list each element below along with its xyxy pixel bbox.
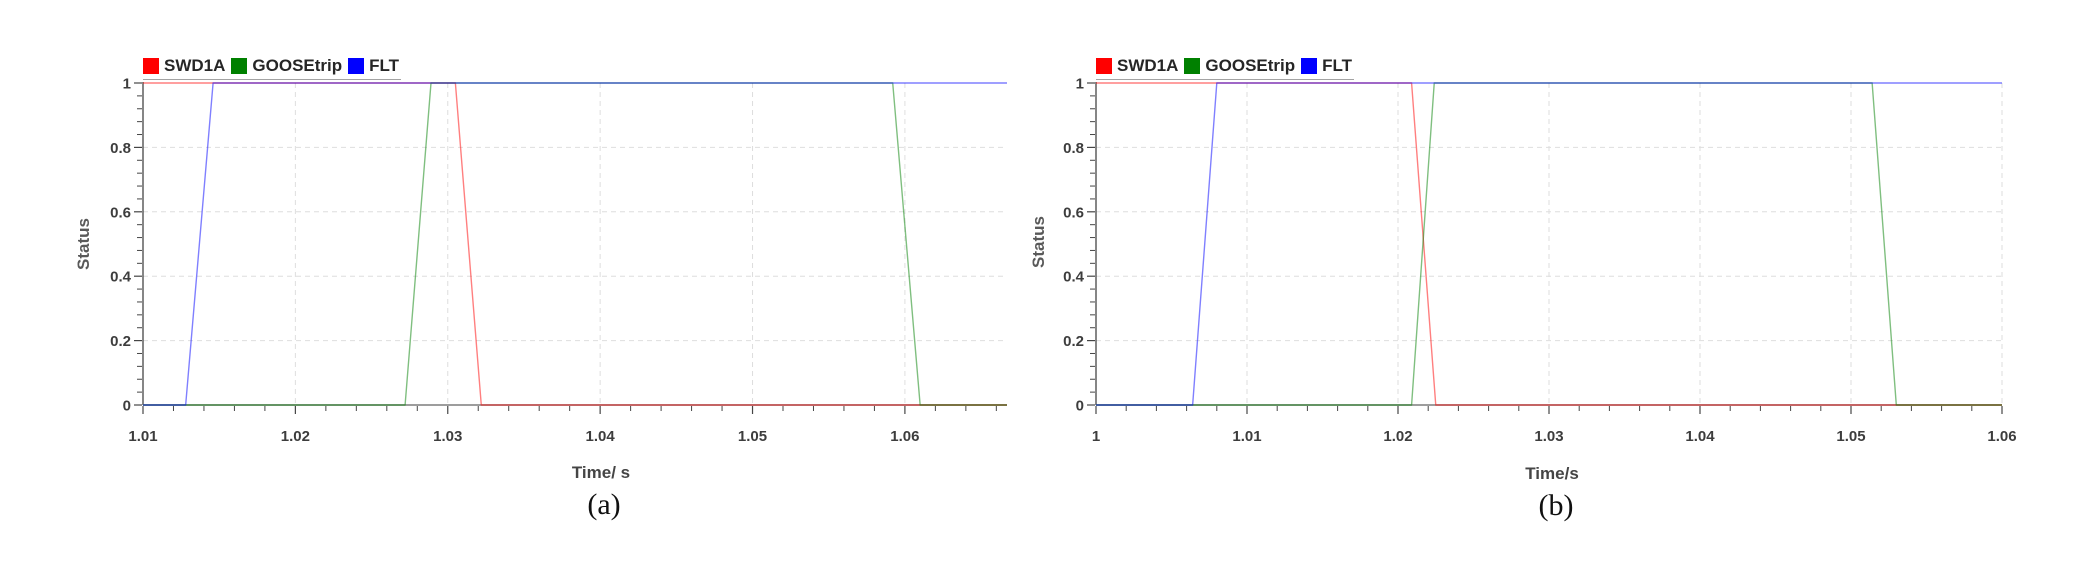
y-tick-label: 0.4 [110,269,132,286]
chart-b-x-axis-title: Time/s [1525,464,1579,483]
x-tick-label: 1.02 [1383,428,1412,445]
y-tick-label: 0.4 [1063,269,1085,286]
series-line-swd1a [1096,82,2002,406]
chart-a-y-axis-title: Status [74,218,93,270]
legend-item-goosetrip: GOOSEtrip [1184,56,1295,76]
series-line-flt [1096,82,2002,406]
x-tick-label: 1 [1092,428,1100,445]
x-tick-label: 1.03 [1534,428,1563,445]
series-line-swd1a [143,82,1007,406]
y-tick-label: 0 [123,398,131,415]
y-tick-label: 0 [1076,398,1084,415]
legend-swatch-swd1a [1096,58,1112,74]
legend-label-swd1a: SWD1A [164,56,226,75]
legend-item-swd1a: SWD1A [143,56,225,76]
series-line-flt [143,82,1007,406]
x-tick-label: 1.05 [1836,428,1865,445]
y-tick-label: 0.2 [1063,333,1084,350]
x-tick-label: 1.05 [738,428,767,445]
legend-label-swd1a: SWD1A [1117,56,1179,75]
chart-b-caption: (b) [1538,489,1574,522]
x-tick-label: 1.04 [1685,428,1715,445]
legend-label-goosetrip: GOOSEtrip [1205,56,1296,75]
legend-label-flt: FLT [1322,56,1353,75]
legend-item-goosetrip: GOOSEtrip [231,56,342,76]
legend-swatch-goosetrip [231,58,248,74]
legend-swatch-flt [348,58,365,74]
chart-a-x-axis-title: Time/ s [571,463,631,482]
legend-label-flt: FLT [369,56,400,75]
chart-a-legend: SWD1A GOOSEtrip FLT [143,56,402,80]
x-tick-label: 1.01 [128,428,157,445]
series-line-goosetrip [143,82,1007,406]
legend-label-goosetrip: GOOSEtrip [252,56,343,75]
x-tick-label: 1.03 [433,428,462,445]
y-tick-label: 0.6 [1063,204,1084,221]
series-line-goosetrip [1096,82,2002,406]
y-tick-label: 0.8 [110,140,131,157]
legend-item-flt: FLT [1301,56,1352,76]
legend-swatch-flt [1301,58,1318,74]
y-tick-label: 0.6 [110,204,131,221]
y-tick-label: 1 [123,76,131,93]
legend-swatch-goosetrip [1184,58,1201,74]
chart-b-y-axis-title: Status [1029,216,1048,268]
x-tick-label: 1.01 [1232,428,1261,445]
legend-swatch-swd1a [143,58,159,74]
legend-item-flt: FLT [348,56,399,76]
legend-item-swd1a: SWD1A [1096,56,1178,76]
y-tick-label: 0.2 [110,333,131,350]
chart-b-legend: SWD1A GOOSEtrip FLT [1096,56,1355,80]
x-tick-label: 1.04 [586,428,616,445]
x-tick-label: 1.06 [1987,428,2016,445]
y-tick-label: 1 [1076,76,1084,93]
x-tick-label: 1.06 [890,428,919,445]
x-tick-label: 1.02 [281,428,310,445]
y-tick-label: 0.8 [1063,140,1084,157]
chart-a-caption: (a) [587,488,621,521]
